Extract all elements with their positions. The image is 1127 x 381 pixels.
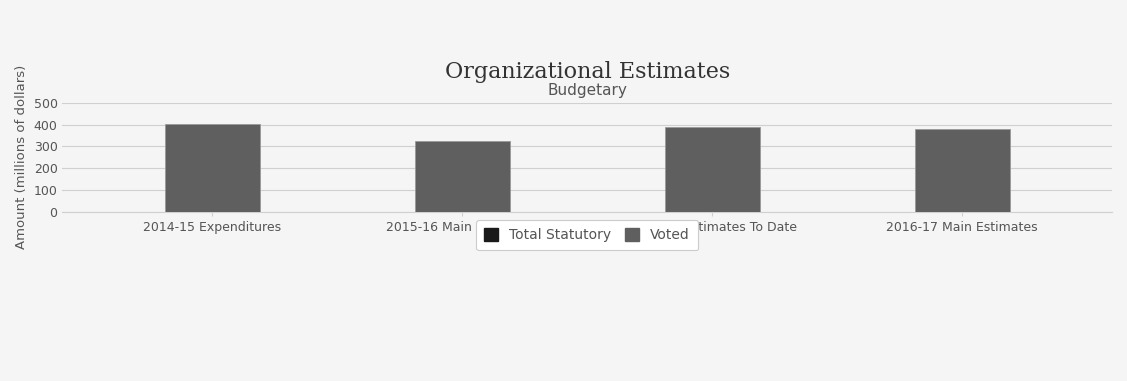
Bar: [165, 124, 260, 211]
Bar: [415, 141, 509, 211]
Y-axis label: Amount (millions of dollars): Amount (millions of dollars): [15, 65, 28, 249]
Text: Budgetary: Budgetary: [548, 83, 627, 98]
Bar: [665, 126, 760, 211]
Title: Organizational Estimates: Organizational Estimates: [444, 61, 730, 83]
Legend: Total Statutory, Voted: Total Statutory, Voted: [476, 220, 699, 250]
Bar: [915, 129, 1010, 211]
